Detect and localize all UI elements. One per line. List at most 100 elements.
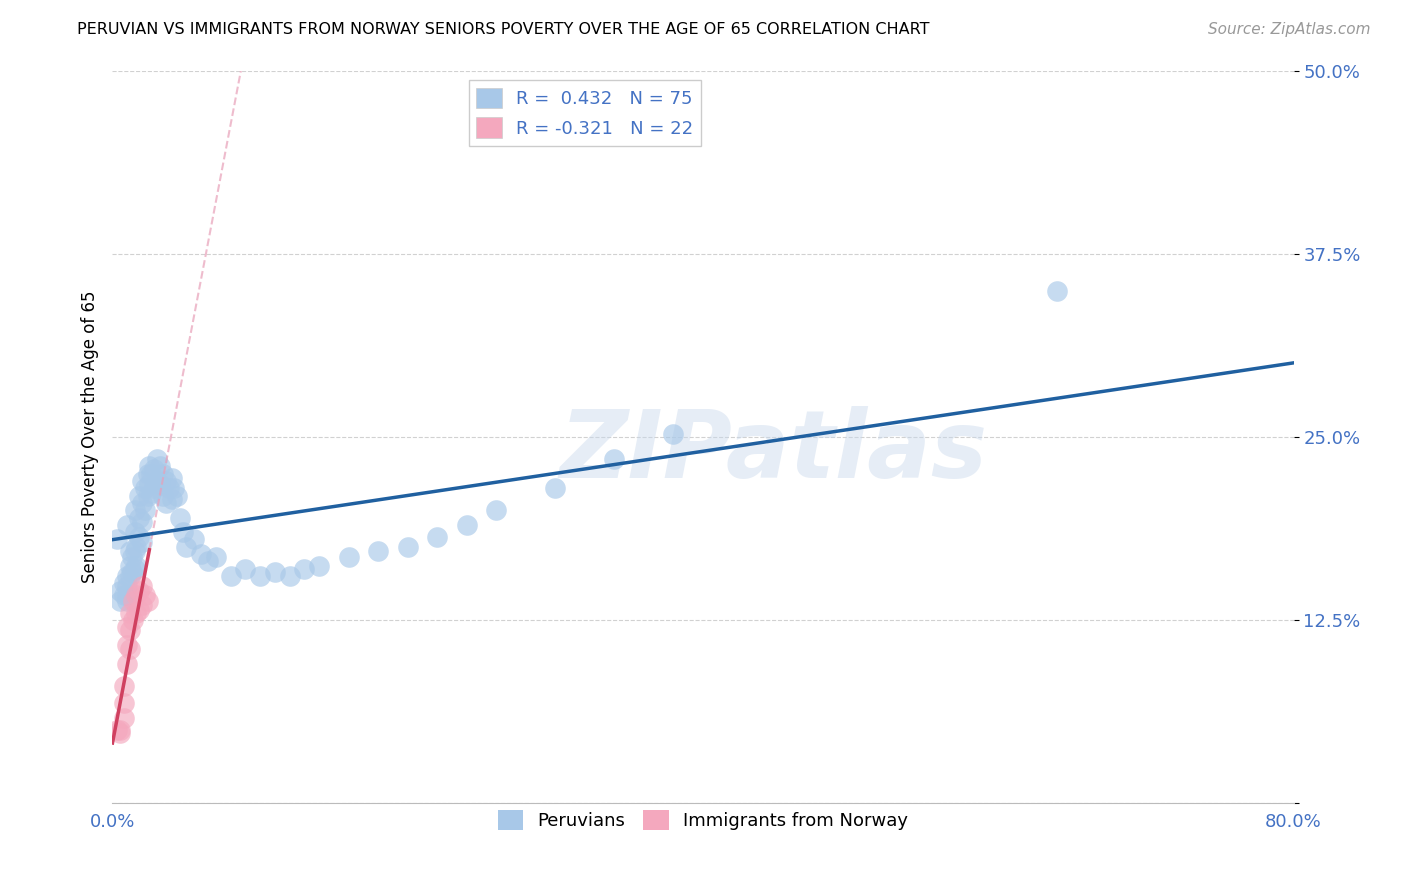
Point [131, 496, 153, 510]
Point [138, 476, 160, 491]
Point [120, 623, 142, 637]
Point [308, 558, 330, 573]
Point [155, 474, 177, 488]
Point [662, 427, 685, 442]
Text: Source: ZipAtlas.com: Source: ZipAtlas.com [1208, 22, 1371, 37]
Text: ZIPatlas: ZIPatlas [560, 406, 988, 498]
Text: PERUVIAN VS IMMIGRANTS FROM NORWAY SENIORS POVERTY OVER THE AGE OF 65 CORRELATIO: PERUVIAN VS IMMIGRANTS FROM NORWAY SENIO… [77, 22, 929, 37]
Point [125, 588, 148, 602]
Point [112, 679, 135, 693]
Point [117, 517, 138, 532]
Point [139, 485, 162, 500]
Point [128, 603, 150, 617]
Point [120, 606, 142, 620]
Point [117, 579, 138, 593]
Point [108, 594, 131, 608]
Point [108, 723, 131, 737]
Point [105, 723, 128, 737]
Point [117, 638, 138, 652]
Point [142, 481, 165, 495]
Point [197, 554, 219, 568]
Point [122, 594, 145, 608]
Point [183, 533, 205, 547]
Point [157, 481, 180, 495]
Point [152, 489, 174, 503]
Point [120, 558, 142, 573]
Point [134, 588, 156, 602]
Point [278, 569, 301, 583]
Point [120, 642, 142, 657]
Point [122, 613, 145, 627]
Point [131, 579, 153, 593]
Point [426, 530, 449, 544]
Legend: Peruvians, Immigrants from Norway: Peruvians, Immigrants from Norway [491, 803, 915, 838]
Point [1046, 284, 1069, 298]
Point [163, 481, 186, 495]
Point [149, 476, 172, 491]
Point [112, 696, 135, 710]
Point [131, 515, 153, 529]
Y-axis label: Seniors Poverty Over the Age of 65: Seniors Poverty Over the Age of 65 [80, 291, 98, 583]
Point [149, 459, 172, 474]
Point [124, 503, 146, 517]
Point [108, 583, 131, 598]
Point [337, 549, 360, 564]
Point [112, 588, 135, 602]
Point [367, 544, 389, 558]
Point [125, 606, 148, 620]
Point [136, 467, 159, 481]
Point [117, 569, 138, 583]
Point [131, 599, 153, 613]
Point [456, 517, 478, 532]
Point [128, 583, 150, 598]
Point [146, 452, 169, 467]
Point [124, 544, 146, 558]
Point [219, 569, 242, 583]
Point [264, 565, 287, 579]
Point [112, 711, 135, 725]
Point [292, 562, 315, 576]
Point [205, 549, 228, 564]
Point [155, 496, 177, 510]
Point [120, 569, 142, 583]
Point [160, 471, 183, 485]
Point [134, 481, 156, 495]
Point [121, 565, 143, 579]
Point [160, 491, 183, 506]
Point [138, 459, 160, 474]
Point [128, 510, 150, 524]
Point [139, 467, 162, 481]
Point [485, 503, 508, 517]
Point [169, 510, 191, 524]
Point [174, 540, 197, 554]
Point [233, 562, 256, 576]
Point [117, 657, 138, 671]
Point [152, 467, 174, 481]
Point [120, 544, 142, 558]
Point [124, 525, 146, 540]
Point [131, 474, 153, 488]
Point [117, 620, 138, 634]
Point [146, 474, 169, 488]
Point [124, 562, 146, 576]
Point [190, 547, 212, 561]
Point [396, 540, 419, 554]
Point [128, 489, 150, 503]
Point [134, 503, 156, 517]
Point [117, 588, 138, 602]
Point [131, 535, 153, 549]
Point [544, 481, 567, 495]
Point [249, 569, 271, 583]
Point [166, 489, 188, 503]
Point [603, 452, 626, 467]
Point [125, 558, 148, 573]
Point [121, 549, 143, 564]
Point [136, 489, 159, 503]
Point [117, 594, 138, 608]
Point [112, 576, 135, 591]
Point [108, 725, 131, 739]
Point [172, 525, 194, 540]
Point [128, 530, 150, 544]
Point [105, 533, 128, 547]
Point [136, 594, 159, 608]
